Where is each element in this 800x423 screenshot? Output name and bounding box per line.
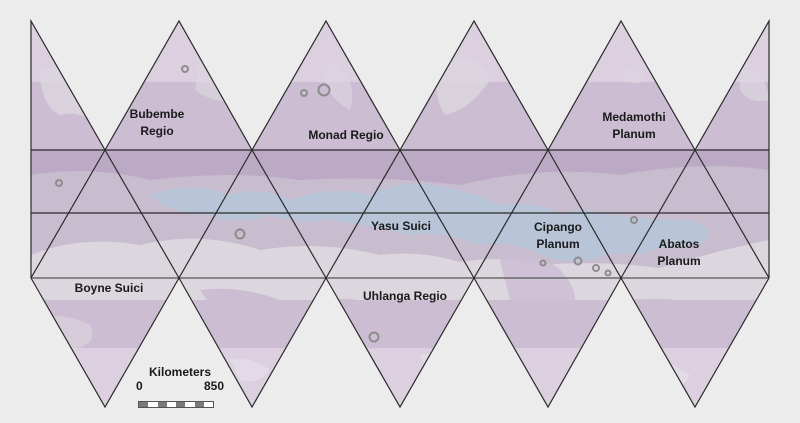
- label-line: Boyne Suici: [74, 281, 144, 295]
- label-monad-regio: Monad Regio: [308, 127, 383, 144]
- scale-segment: [139, 402, 149, 407]
- label-uhlanga-regio: Uhlanga Regio: [363, 288, 447, 305]
- label-abatos-planum: Abatos Planum: [657, 236, 700, 270]
- scale-segment: [203, 402, 213, 407]
- crater-markers: [55, 65, 638, 343]
- label-line: Planum: [536, 237, 580, 251]
- label-line: Monad Regio: [308, 128, 384, 142]
- scale-segment: [185, 402, 195, 407]
- net-edges: [30, 18, 770, 409]
- scale-segment: [157, 402, 167, 407]
- label-yasu-suici: Yasu Suici: [371, 218, 431, 235]
- scale-bar-title: Kilometers: [149, 365, 212, 379]
- scale-bar: [138, 401, 214, 408]
- label-medamothi-planum: Medamothi Planum: [602, 109, 665, 143]
- label-line: Medamothi: [602, 110, 666, 124]
- scale-segment: [148, 402, 158, 407]
- label-line: Abatos: [658, 237, 700, 251]
- scale-segment: [194, 402, 204, 407]
- label-line: Planum: [612, 127, 656, 141]
- scale-bar-min-label: 0: [136, 379, 143, 393]
- label-cipango-planum: Cipango Planum: [534, 219, 582, 253]
- label-line: Regio: [140, 124, 174, 138]
- label-line: Cipango: [534, 220, 582, 234]
- scale-bar-max-label: 850: [204, 379, 225, 393]
- label-line: Uhlanga Regio: [362, 289, 448, 303]
- scale-segment: [176, 402, 186, 407]
- label-line: Bubembe: [129, 107, 185, 121]
- scale-segment: [166, 402, 176, 407]
- label-bubembe-regio: Bubembe Regio: [130, 106, 185, 140]
- label-line: Yasu Suici: [370, 219, 432, 233]
- label-boyne-suici: Boyne Suici: [75, 280, 144, 297]
- label-line: Planum: [657, 254, 701, 268]
